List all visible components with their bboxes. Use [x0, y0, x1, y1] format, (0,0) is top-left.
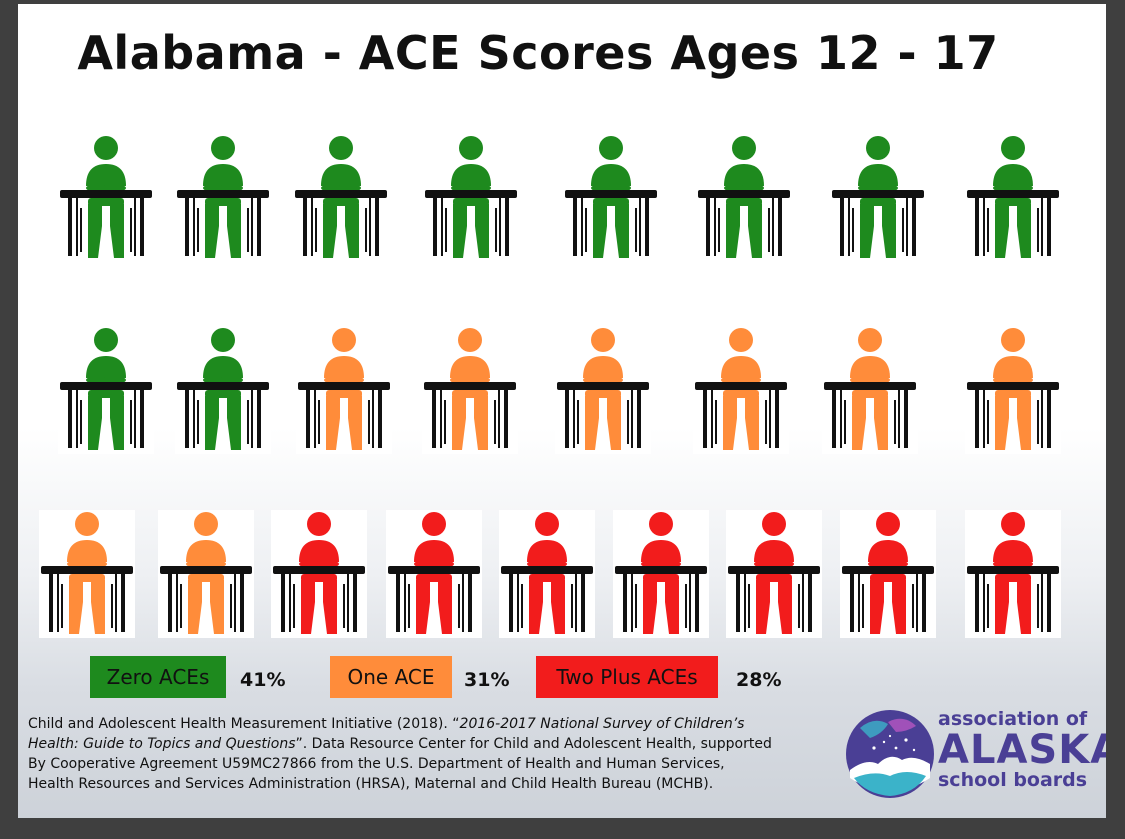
- student-at-desk-icon: [695, 328, 787, 450]
- student-figure-zero: [965, 134, 1061, 262]
- student-at-desk-icon: [615, 512, 707, 634]
- citation-line-1-italic: 2016-2017 National Survey of Children’s: [459, 716, 745, 732]
- student-at-desk-icon: [273, 512, 365, 634]
- student-at-desk-icon: [824, 328, 916, 450]
- student-at-desk-icon: [298, 328, 390, 450]
- student-figure-one: [965, 326, 1061, 454]
- student-at-desk-icon: [842, 512, 934, 634]
- citation-line-4: Health Resources and Services Administra…: [28, 776, 714, 792]
- student-figure-zero: [830, 134, 926, 262]
- student-figure-zero: [58, 134, 154, 262]
- student-figure-zero: [696, 134, 792, 262]
- student-at-desk-icon: [832, 136, 924, 258]
- citation-line-2-plain: ”. Data Resource Center for Child and Ad…: [295, 736, 772, 752]
- student-at-desk-icon: [501, 512, 593, 634]
- student-figure-zero: [423, 134, 519, 262]
- student-figure-two-plus: [965, 510, 1061, 638]
- student-at-desk-icon: [177, 136, 269, 258]
- student-figure-two-plus: [499, 510, 595, 638]
- logo-line-2: ALASKA: [938, 727, 1106, 773]
- student-at-desk-icon: [160, 512, 252, 634]
- citation-line-1-plain: Child and Adolescent Health Measurement …: [28, 716, 460, 732]
- student-figure-one: [555, 326, 651, 454]
- legend-zero-aces: Zero ACEs: [90, 656, 226, 698]
- student-figure-two-plus: [840, 510, 936, 638]
- student-figure-zero: [293, 134, 389, 262]
- student-figure-zero: [175, 326, 271, 454]
- student-figure-zero: [175, 134, 271, 262]
- student-figure-zero: [58, 326, 154, 454]
- aasb-logo: association of ALASKA school boards: [844, 704, 1106, 804]
- citation-line-2-italic: Health: Guide to Topics and Questions: [28, 736, 296, 752]
- student-figure-one: [822, 326, 918, 454]
- student-figure-two-plus: [613, 510, 709, 638]
- citation-line-3: By Cooperative Agreement U59MC27866 from…: [28, 756, 725, 772]
- logo-line-1: association of: [938, 708, 1088, 730]
- student-at-desk-icon: [557, 328, 649, 450]
- legend-zero-percent: 41%: [240, 669, 286, 691]
- student-at-desk-icon: [967, 136, 1059, 258]
- legend-two-plus-percent: 28%: [736, 669, 782, 691]
- student-at-desk-icon: [565, 136, 657, 258]
- student-at-desk-icon: [425, 136, 517, 258]
- slide: Alabama - ACE Scores Ages 12 - 17: [18, 4, 1106, 818]
- student-at-desk-icon: [295, 136, 387, 258]
- legend-two-plus-aces: Two Plus ACEs: [536, 656, 718, 698]
- student-figure-one: [296, 326, 392, 454]
- student-at-desk-icon: [698, 136, 790, 258]
- student-figure-one: [422, 326, 518, 454]
- student-figure-one: [158, 510, 254, 638]
- student-at-desk-icon: [60, 136, 152, 258]
- student-at-desk-icon: [388, 512, 480, 634]
- student-figure-one: [39, 510, 135, 638]
- legend-one-percent: 31%: [464, 669, 510, 691]
- citation-line-2: Health: Guide to Topics and Questions”. …: [28, 734, 828, 754]
- student-at-desk-icon: [967, 512, 1059, 634]
- student-figure-two-plus: [386, 510, 482, 638]
- citation-line-1: Child and Adolescent Health Measurement …: [28, 714, 828, 734]
- student-at-desk-icon: [177, 328, 269, 450]
- citation: Child and Adolescent Health Measurement …: [28, 714, 828, 794]
- student-at-desk-icon: [728, 512, 820, 634]
- page-title: Alabama - ACE Scores Ages 12 - 17: [77, 26, 999, 80]
- aasb-logo-icon: [846, 710, 934, 798]
- student-at-desk-icon: [424, 328, 516, 450]
- aasb-logo-text: association of ALASKA school boards: [938, 708, 1106, 791]
- student-at-desk-icon: [41, 512, 133, 634]
- student-figure-zero: [563, 134, 659, 262]
- student-at-desk-icon: [967, 328, 1059, 450]
- logo-line-3: school boards: [938, 769, 1088, 791]
- student-figure-one: [693, 326, 789, 454]
- legend-one-ace: One ACE: [330, 656, 452, 698]
- student-figure-two-plus: [726, 510, 822, 638]
- student-at-desk-icon: [60, 328, 152, 450]
- student-figure-two-plus: [271, 510, 367, 638]
